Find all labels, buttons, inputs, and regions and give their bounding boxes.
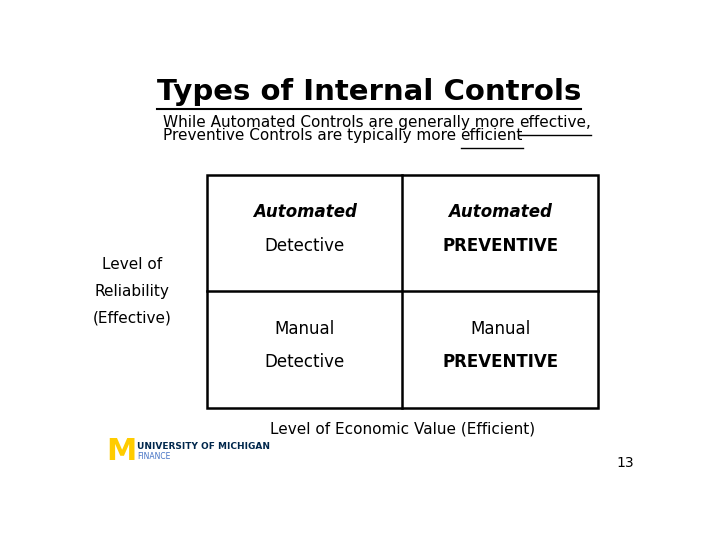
Text: efficient: efficient	[461, 128, 523, 143]
Text: Automated: Automated	[253, 204, 357, 221]
Text: 13: 13	[616, 456, 634, 470]
Text: FINANCE: FINANCE	[138, 452, 171, 461]
Text: Level of Economic Value (Efficient): Level of Economic Value (Efficient)	[270, 421, 535, 436]
Text: PREVENTIVE: PREVENTIVE	[442, 353, 558, 371]
Text: UNIVERSITY OF MICHIGAN: UNIVERSITY OF MICHIGAN	[138, 442, 271, 451]
Text: Automated: Automated	[448, 204, 552, 221]
Text: (Effective): (Effective)	[92, 311, 171, 326]
Text: Level of: Level of	[102, 257, 162, 272]
Text: M: M	[107, 437, 137, 466]
Text: effective,: effective,	[519, 114, 591, 130]
Text: Manual: Manual	[470, 320, 530, 338]
Text: Reliability: Reliability	[94, 284, 169, 299]
Text: Detective: Detective	[265, 237, 345, 255]
Text: Detective: Detective	[265, 353, 345, 371]
Bar	[207, 175, 598, 408]
Text: PREVENTIVE: PREVENTIVE	[442, 237, 558, 255]
Text: Manual: Manual	[275, 320, 335, 338]
Text: Preventive Controls are typically more: Preventive Controls are typically more	[163, 128, 461, 143]
Text: Types of Internal Controls: Types of Internal Controls	[157, 78, 581, 106]
Text: While Automated Controls are generally more: While Automated Controls are generally m…	[163, 114, 519, 130]
